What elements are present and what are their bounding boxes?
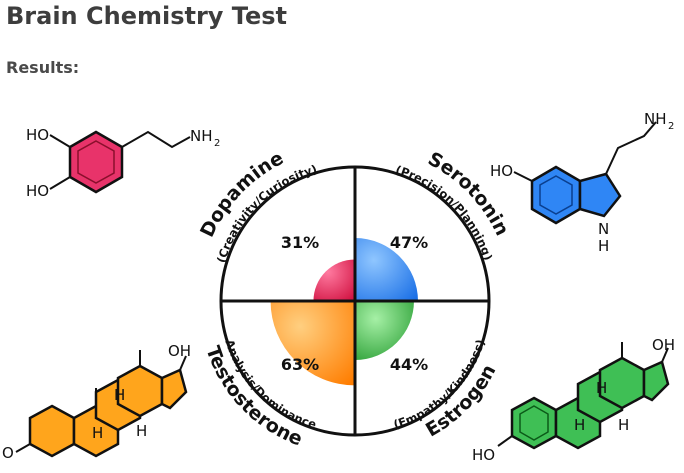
testosterone-percent-label: 63% [281,355,319,374]
estrogen-wedge [355,301,414,360]
svg-text:H: H [598,237,609,255]
svg-text:HO: HO [26,182,49,200]
svg-text:H: H [136,422,147,440]
svg-text:HO: HO [490,162,513,180]
svg-text:OH: OH [652,336,675,354]
svg-text:H: H [574,416,585,434]
testosterone-trait-label: (Analysis/Dominance) [0,0,318,432]
svg-text:HO: HO [472,446,495,464]
serotonin-percent-label: 47% [390,233,428,252]
svg-text:O: O [2,444,14,462]
svg-text:2: 2 [214,138,220,149]
svg-text:H: H [596,379,607,397]
estrogen-molecule-icon: OH HO H H H [472,336,675,464]
serotonin-molecule-icon: HO NH 2 N H [490,110,674,255]
page-title: Brain Chemistry Test [6,2,288,30]
testosterone-molecule-icon: OH O H H H [2,342,191,462]
svg-text:2: 2 [668,121,674,132]
testosterone-wedge [270,301,355,386]
svg-text:N: N [598,220,609,238]
svg-text:H: H [114,386,125,404]
svg-text:NH: NH [190,127,213,145]
dopamine-percent-label: 31% [281,233,319,252]
estrogen-percent-label: 44% [390,355,428,374]
svg-text:OH: OH [168,342,191,360]
dopamine-molecule-icon: HO HO NH 2 [26,126,220,200]
dopamine-wedge [313,259,355,301]
svg-text:H: H [618,416,629,434]
svg-text:NH: NH [644,110,667,128]
results-heading: Results: [6,58,80,77]
serotonin-wedge [355,238,418,301]
svg-text:HO: HO [26,126,49,144]
svg-text:H: H [92,424,103,442]
